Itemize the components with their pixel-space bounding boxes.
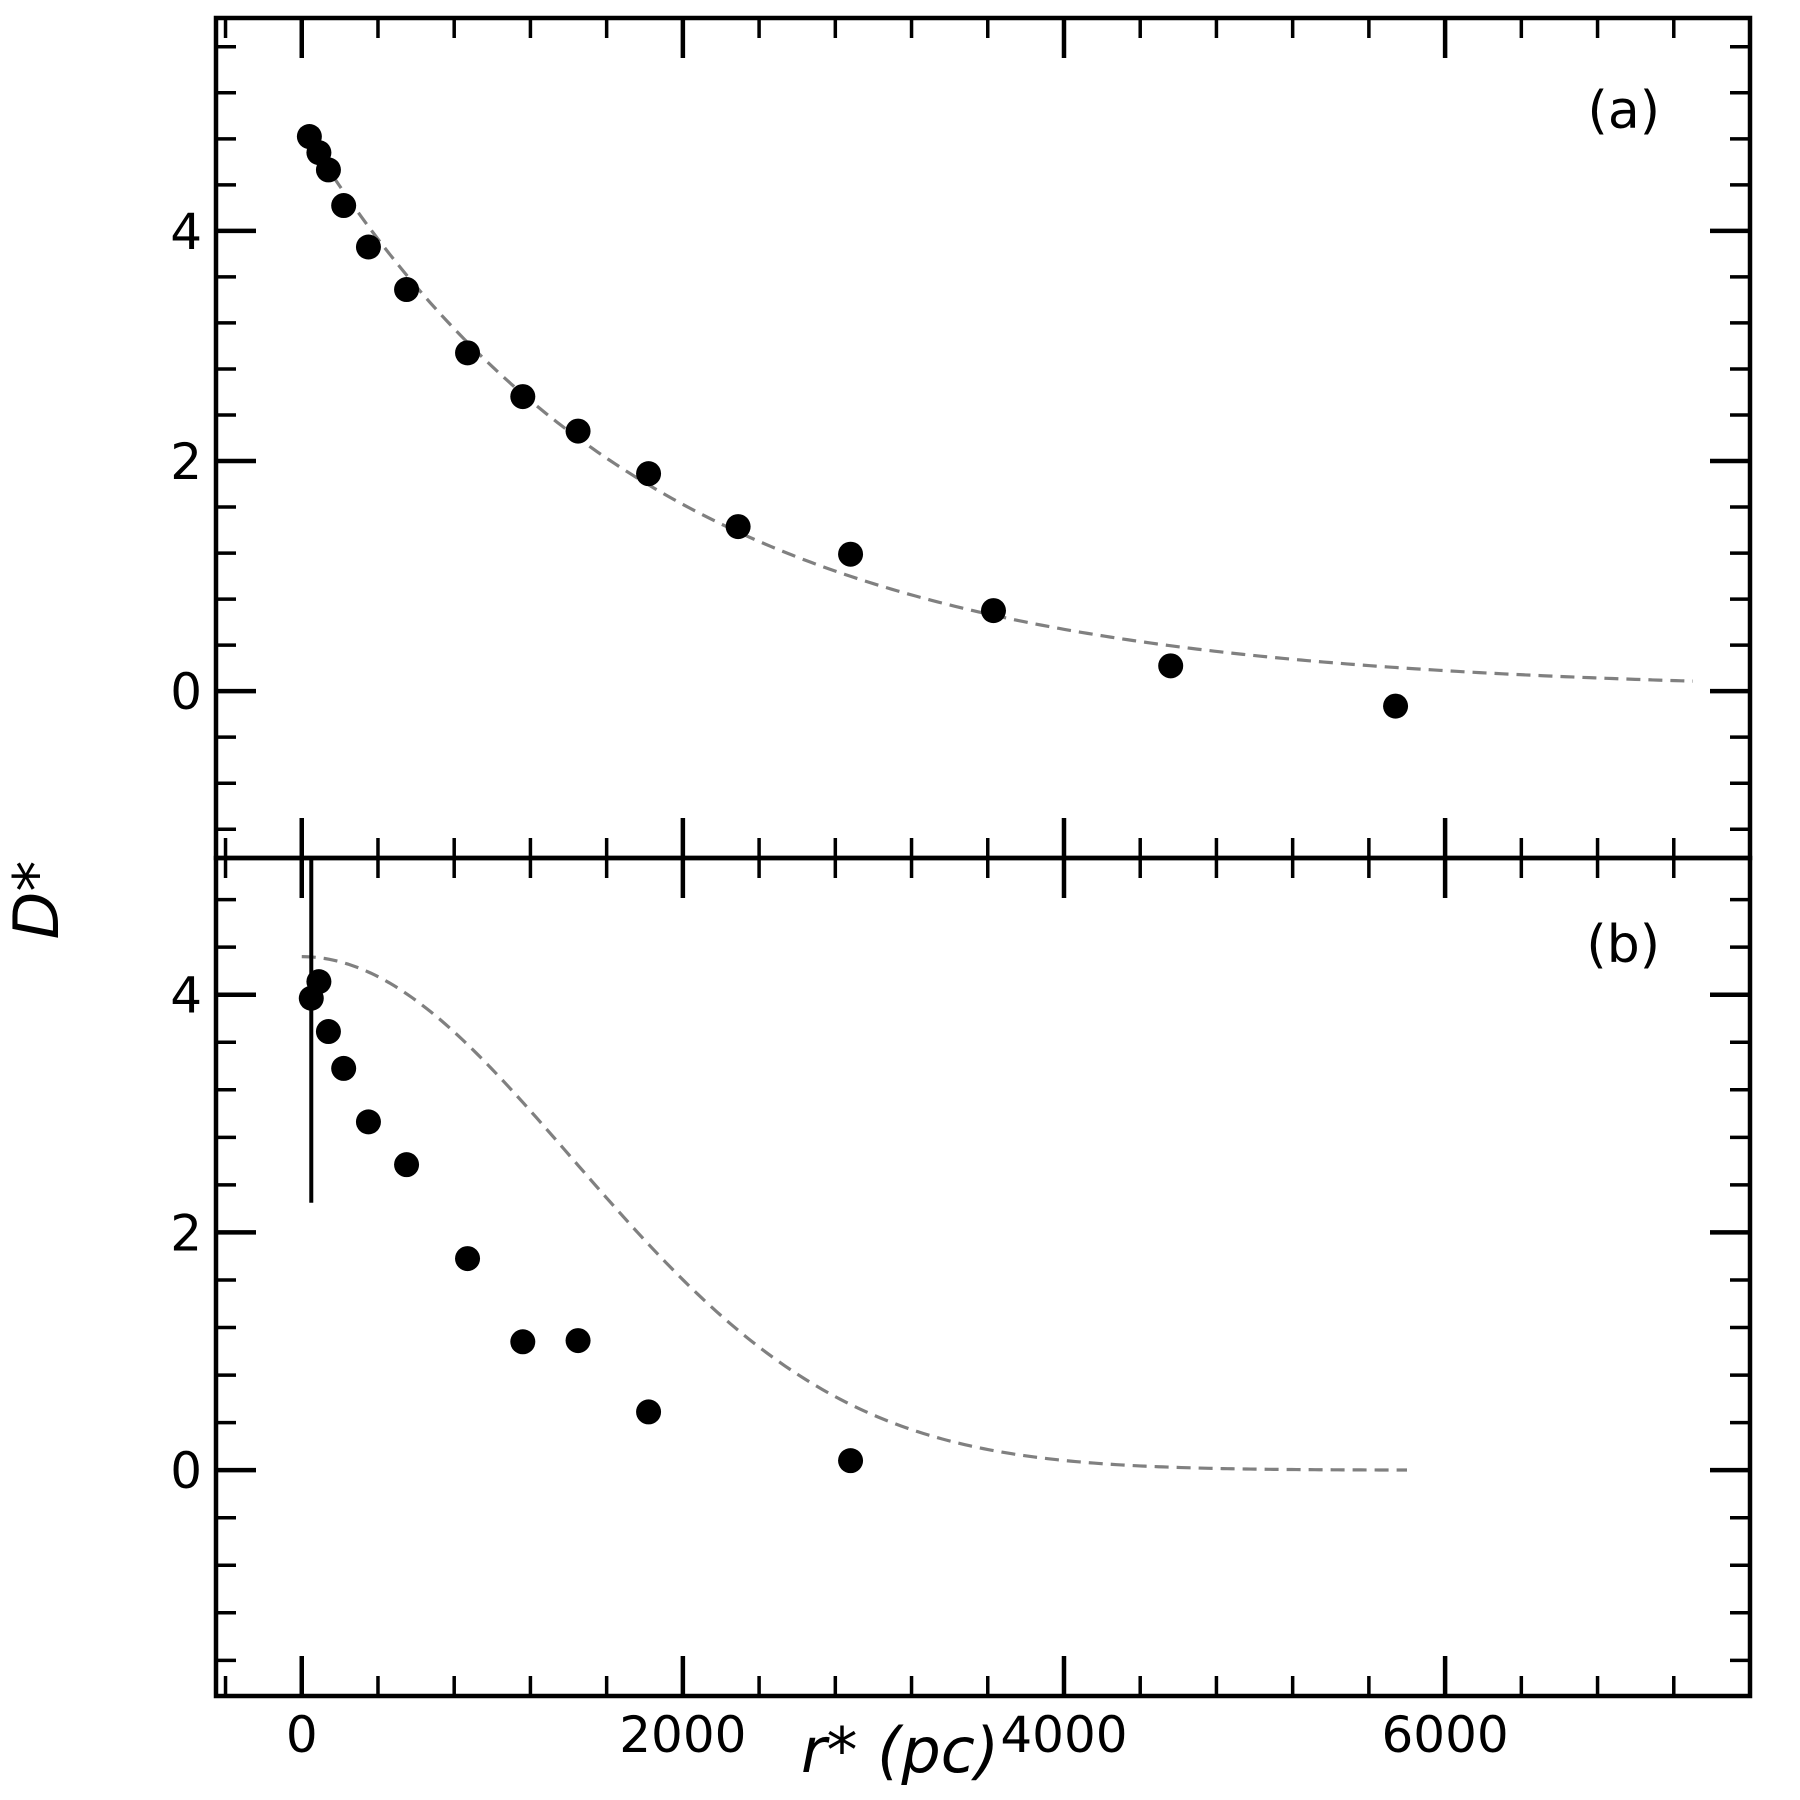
- data-point: [315, 157, 341, 183]
- data-point: [315, 1019, 341, 1045]
- x-tick-labels: 0 2000 4000 6000: [286, 1706, 1509, 1764]
- x-tick-label: 6000: [1381, 1706, 1508, 1764]
- panel-a: 0 2 4 (a): [170, 15, 1753, 861]
- x-tick-label: 0: [286, 1706, 318, 1764]
- data-point: [636, 1399, 662, 1425]
- data-point: [725, 514, 751, 540]
- panel-a-y-tick-labels: 0 2 4: [170, 203, 202, 721]
- panel-a-data-points: [296, 124, 1409, 719]
- data-point: [394, 277, 420, 303]
- y-tick-label: 4: [170, 967, 202, 1025]
- x-axis-label: r* (pc): [801, 1714, 999, 1787]
- data-point: [838, 1448, 864, 1474]
- data-point: [838, 541, 864, 567]
- panel-b-ticks: [216, 858, 1752, 1696]
- panel-b: 0 2 4 (b): [170, 855, 1753, 1699]
- panel-b-fit-curve: [301, 955, 1407, 1472]
- panel-b-data-points: [298, 969, 864, 1474]
- data-point: [565, 418, 591, 444]
- y-tick-label: 0: [170, 663, 202, 721]
- x-tick-label: 2000: [619, 1706, 746, 1764]
- panel-a-ticks: [216, 18, 1752, 858]
- panel-b-y-tick-labels: 0 2 4: [170, 967, 202, 1500]
- data-point: [510, 384, 536, 410]
- data-point: [980, 598, 1006, 624]
- y-tick-label: 0: [170, 1442, 202, 1500]
- y-axis-label: D*: [0, 861, 73, 940]
- data-point: [355, 1109, 381, 1135]
- panel-a-fit-curve: [308, 138, 1693, 683]
- data-point: [455, 340, 481, 366]
- data-point: [510, 1329, 536, 1355]
- y-tick-label: 2: [170, 1204, 202, 1262]
- data-point: [306, 969, 332, 995]
- data-point: [1383, 693, 1409, 719]
- data-point: [355, 234, 381, 260]
- data-point: [331, 193, 357, 219]
- data-point: [455, 1246, 481, 1272]
- panel-a-frame: [213, 15, 1753, 861]
- data-point: [636, 461, 662, 487]
- data-point: [331, 1055, 357, 1081]
- data-point: [1158, 653, 1184, 679]
- data-point: [394, 1152, 420, 1178]
- x-tick-label: 4000: [1000, 1706, 1127, 1764]
- y-tick-label: 2: [170, 433, 202, 491]
- panel-a-label: (a): [1588, 81, 1660, 141]
- panel-b-frame: [213, 855, 1753, 1699]
- panel-b-label: (b): [1586, 915, 1660, 975]
- y-tick-label: 4: [170, 203, 202, 261]
- data-point: [565, 1328, 591, 1354]
